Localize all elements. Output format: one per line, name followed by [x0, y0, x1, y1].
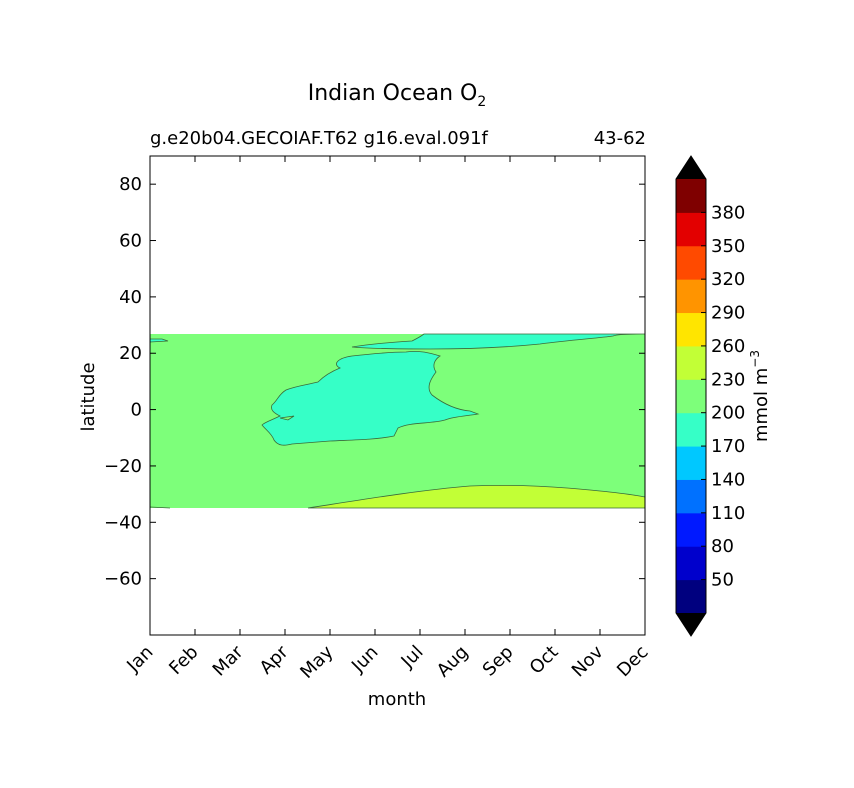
y-tick-label: −40: [104, 512, 142, 533]
colorbar: 50 80 110 140 170 200 230 260 290 320 350 380: [675, 155, 745, 637]
contour-sliver-north: [150, 338, 169, 343]
x-tick-label: Nov: [568, 641, 608, 681]
contour-region-170-200-central: [261, 350, 480, 446]
x-tick-label: Jul: [397, 642, 428, 673]
plot-frame: [149, 155, 646, 636]
x-tick-label: Aug: [433, 642, 473, 682]
contour-line-south: [150, 506, 171, 509]
colorbar-tick-label: 110: [711, 503, 745, 524]
colorbar-swatch: [676, 479, 706, 514]
y-tick-label: −20: [104, 456, 142, 477]
y-axis-label: latitude: [78, 362, 99, 431]
chart-subtitle-left: g.e20b04.GECOIAF.T62 g16.eval.091f: [150, 128, 489, 149]
colorbar-label: mmol m−3: [748, 350, 772, 442]
x-axis-label: month: [368, 689, 426, 710]
colorbar-swatch: [676, 212, 706, 247]
y-tick-label: 60: [119, 231, 142, 252]
colorbar-tick-label: 170: [711, 436, 745, 457]
colorbar-tick-label: 140: [711, 469, 745, 490]
y-axis: 80 60 40 20 0 −20 −40 −60: [104, 174, 645, 590]
x-tick-label: Feb: [165, 642, 202, 679]
contour-region-170-200-north: [351, 333, 645, 350]
colorbar-outline: [675, 155, 707, 637]
colorbar-tick-label: 50: [711, 570, 734, 591]
colorbar-swatch: [676, 179, 706, 213]
x-tick-label: May: [296, 641, 337, 682]
colorbar-swatch: [676, 446, 706, 480]
chart-subtitle-right: 43-62: [594, 128, 646, 149]
x-tick-label: Dec: [613, 642, 652, 681]
contour-field: [150, 333, 645, 509]
y-tick-label: 40: [119, 287, 142, 308]
x-tick-label: Sep: [479, 642, 518, 681]
y-tick-label: 80: [119, 174, 142, 195]
colorbar-swatch: [676, 312, 706, 347]
colorbar-extend-bottom: [676, 613, 706, 636]
colorbar-swatch: [676, 412, 706, 447]
colorbar-swatch: [676, 579, 706, 614]
colorbar-swatch: [676, 379, 706, 414]
y-tick-label: 0: [131, 400, 142, 421]
colorbar-swatch: [676, 279, 706, 314]
colorbar-tick-label: 380: [711, 202, 745, 223]
colorbar-swatch: [676, 245, 706, 280]
y-tick-label: −60: [104, 569, 142, 590]
contour-region-230-260: [307, 484, 645, 509]
contour-island: [279, 415, 295, 421]
x-tick-label: Jun: [347, 642, 382, 677]
x-tick-label: Oct: [526, 642, 563, 679]
colorbar-tick-label: 200: [711, 403, 745, 424]
x-tick-label: Jan: [122, 642, 157, 677]
colorbar-tick-label: 350: [711, 236, 745, 257]
colorbar-tick-label: 320: [711, 269, 745, 290]
colorbar-tick-label: 80: [711, 536, 734, 557]
chart-title: Indian Ocean O2: [308, 81, 487, 110]
colorbar-swatch: [676, 512, 706, 547]
x-tick-label: Apr: [256, 641, 293, 678]
y-tick-label: 20: [119, 343, 142, 364]
colorbar-tick-label: 230: [711, 369, 745, 390]
x-tick-label: Mar: [209, 641, 248, 680]
colorbar-tick-label: 260: [711, 336, 745, 357]
colorbar-extend-top: [676, 156, 706, 179]
colorbar-tick-label: 290: [711, 303, 745, 324]
colorbar-swatch: [676, 345, 706, 380]
colorbar-swatch: [676, 546, 706, 581]
